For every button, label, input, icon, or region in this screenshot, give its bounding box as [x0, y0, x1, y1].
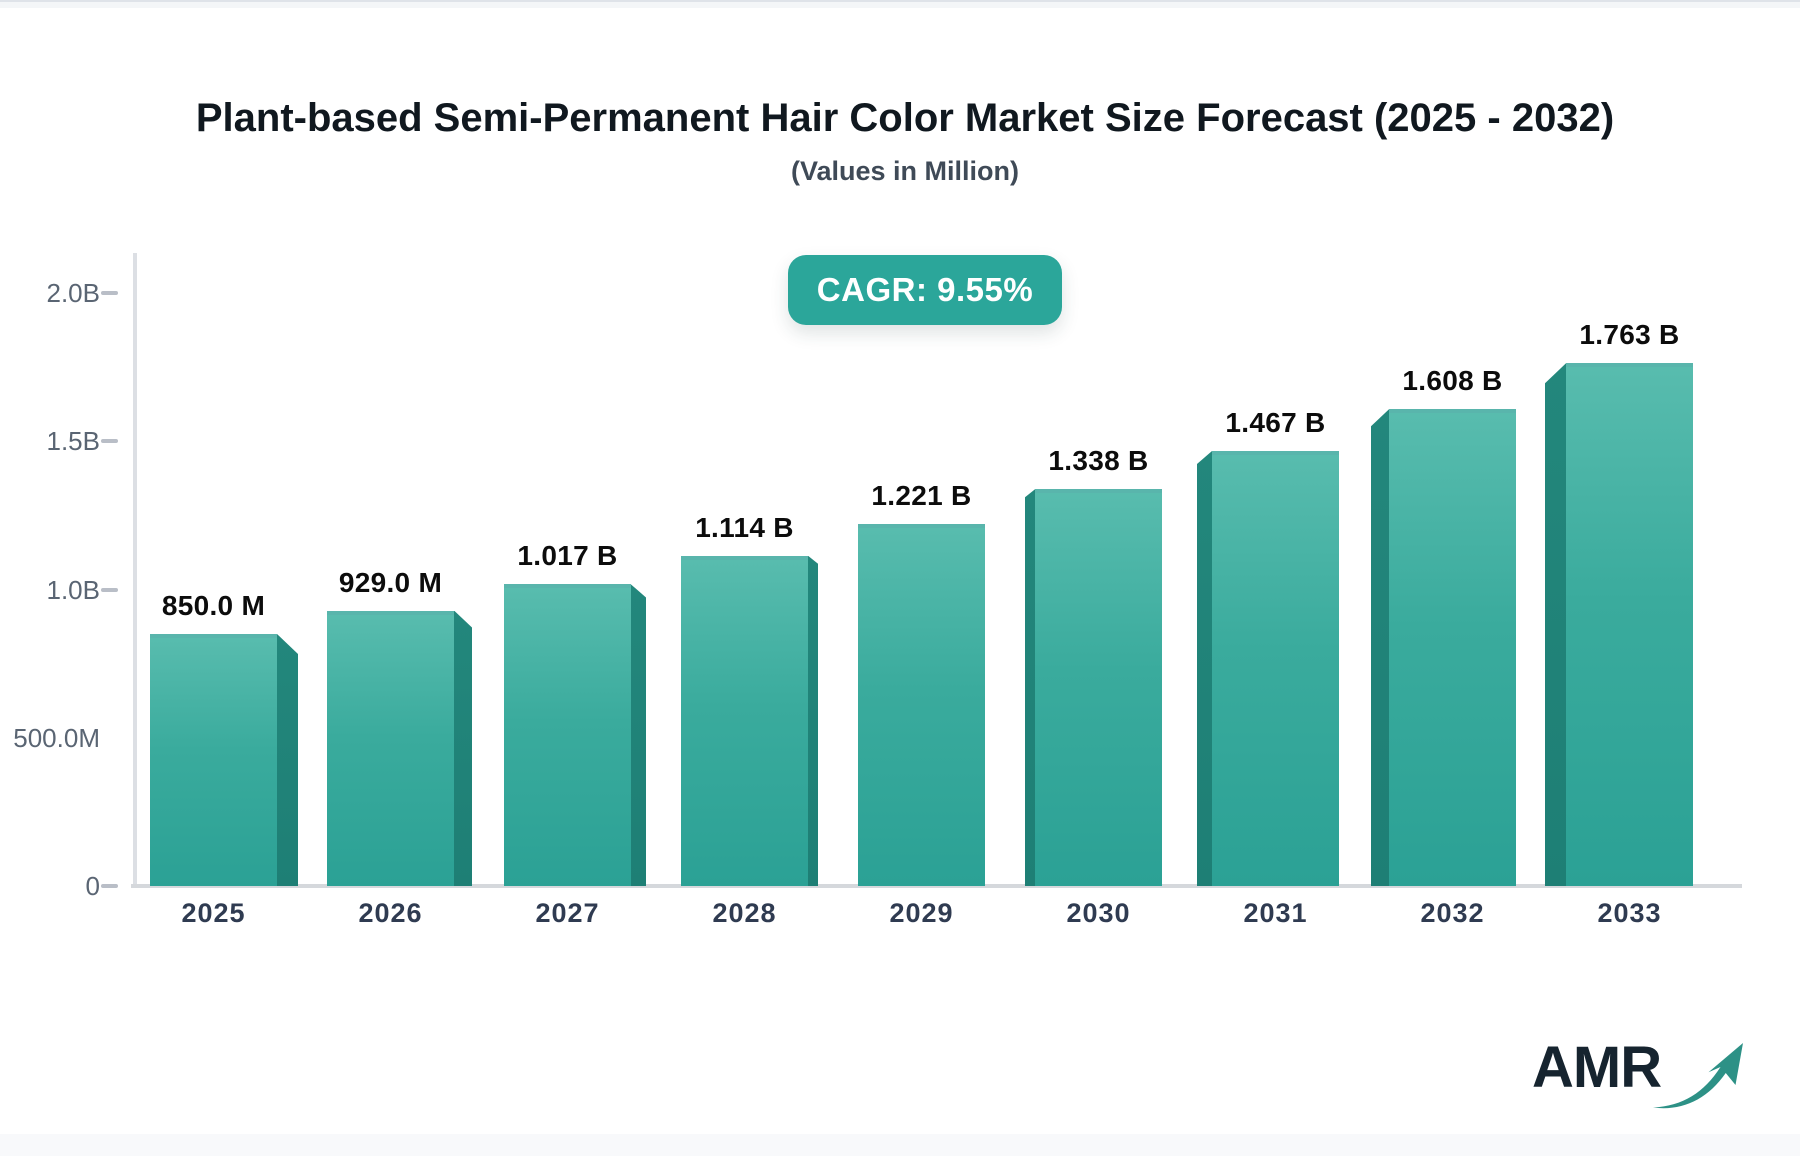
- x-axis-label-2025: 2025: [181, 898, 246, 928]
- bar-value-label-2029: 1.221 B: [871, 479, 972, 511]
- bar-2032: [1389, 409, 1516, 886]
- bar-2028: [681, 555, 808, 886]
- bar-side-2031: [1197, 451, 1212, 886]
- top-edge-strip: [0, 0, 1800, 8]
- bottom-edge-strip: [0, 1134, 1800, 1156]
- x-axis-label-2031: 2031: [1243, 898, 1308, 928]
- y-tick-label: 500.0M: [13, 722, 100, 753]
- brand-logo: AMR: [1532, 1034, 1762, 1114]
- bar-2033: [1566, 363, 1693, 886]
- bar-value-label-2032: 1.608 B: [1402, 365, 1503, 397]
- x-axis-label-2027: 2027: [535, 898, 600, 928]
- bar-side-2032: [1371, 409, 1389, 886]
- cagr-badge: CAGR: 9.55%: [788, 255, 1062, 325]
- chart-subtitle: (Values in Million): [790, 156, 1020, 186]
- bar-side-2033: [1545, 363, 1566, 886]
- bar-value-label-2025: 850.0 M: [161, 589, 266, 621]
- bar-value-label-2027: 1.017 B: [517, 540, 618, 572]
- y-tick-dash: [101, 291, 118, 295]
- bar-2031: [1212, 451, 1339, 886]
- y-axis-line: [133, 253, 137, 888]
- bar-side-2025: [277, 633, 298, 886]
- bar-value-label-2033: 1.763 B: [1579, 319, 1680, 351]
- x-axis-label-2026: 2026: [358, 898, 423, 928]
- y-tick-dash: [101, 587, 118, 592]
- bar-2030: [1035, 489, 1162, 886]
- trend-arrow-icon: [1650, 1040, 1758, 1117]
- y-tick-label: 1.0B: [46, 574, 101, 605]
- y-tick-dash: [101, 884, 118, 888]
- x-axis-label-2033: 2033: [1597, 898, 1662, 928]
- bar-2026: [327, 610, 454, 886]
- bar-value-label-2028: 1.114 B: [695, 511, 794, 543]
- x-axis-line: [131, 884, 1742, 888]
- x-axis-label-2030: 2030: [1066, 898, 1131, 928]
- bar-value-label-2030: 1.338 B: [1048, 445, 1149, 477]
- bar-value-label-2026: 929.0 M: [338, 566, 443, 598]
- bar-side-2030: [1025, 489, 1035, 886]
- cagr-badge-label: CAGR: 9.55%: [816, 271, 1034, 308]
- x-axis-label-2032: 2032: [1420, 898, 1485, 928]
- bar-2029: [858, 523, 985, 886]
- chart-title: Plant-based Semi-Permanent Hair Color Ma…: [195, 96, 1615, 140]
- bar-side-2028: [808, 555, 818, 886]
- bar-side-2027: [631, 584, 646, 886]
- bar-2025: [150, 633, 277, 886]
- bar-2027: [504, 584, 631, 886]
- y-tick-label: 1.5B: [46, 426, 101, 457]
- bar-side-2026: [454, 610, 472, 886]
- x-axis-label-2028: 2028: [712, 898, 777, 928]
- bar-value-label-2031: 1.467 B: [1225, 407, 1326, 439]
- x-axis-label-2029: 2029: [889, 898, 954, 928]
- brand-logo-text: AMR: [1532, 1035, 1662, 1100]
- y-tick-label: 0: [85, 871, 100, 901]
- y-tick-label: 2.0B: [46, 278, 101, 308]
- y-tick-dash: [101, 439, 118, 444]
